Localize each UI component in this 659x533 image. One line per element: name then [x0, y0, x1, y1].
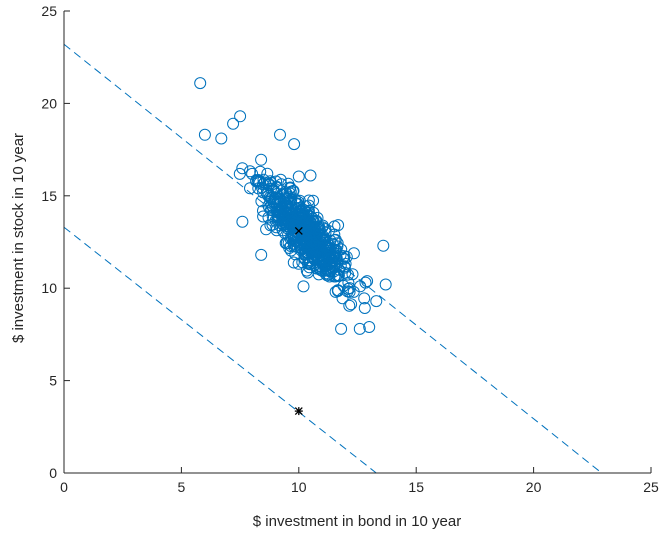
- scatter-point: [284, 232, 297, 245]
- scatter-point: [377, 239, 390, 252]
- scatter-point: [329, 285, 342, 298]
- axes: 0 5 10 15 20 25 0 5 10 15 20 25: [41, 3, 659, 495]
- scatter-point: [363, 321, 376, 333]
- y-tick-label: 15: [41, 188, 57, 204]
- scatter-point: [215, 132, 228, 145]
- star-marker: [294, 407, 303, 416]
- scatter-point: [236, 162, 249, 175]
- scatter-point: [322, 245, 335, 257]
- scatter-point: [338, 260, 351, 273]
- scatter-point: [269, 192, 282, 205]
- scatter-point: [244, 165, 256, 178]
- x-tick-label: 25: [643, 479, 659, 495]
- scatter-point: [266, 218, 279, 231]
- scatter-point: [288, 240, 301, 253]
- scatter-point: [244, 182, 256, 195]
- y-tick-label: 20: [41, 95, 57, 111]
- scatter-point: [262, 211, 275, 224]
- scatter-point: [278, 199, 291, 212]
- scatter-point: [345, 298, 358, 311]
- scatter-point: [331, 237, 344, 250]
- scatter-point: [303, 199, 315, 212]
- x-tick-label: 10: [291, 479, 307, 495]
- x-marker: [294, 226, 303, 235]
- scatter-point: [273, 193, 286, 206]
- dashed-line-2: [63, 226, 377, 474]
- x-tick-label: 15: [408, 479, 424, 495]
- scatter-point: [288, 219, 301, 232]
- scatter-point: [358, 302, 371, 314]
- scatter-point: [370, 295, 383, 308]
- y-tick-label: 10: [41, 280, 57, 296]
- scatter-point: [255, 248, 268, 261]
- scatter-point: [227, 117, 240, 130]
- scatter-point: [255, 153, 268, 166]
- scatter-point: [236, 215, 249, 228]
- scatter-point: [275, 178, 288, 191]
- scatter-point: [354, 280, 367, 293]
- scatter-point: [252, 173, 264, 186]
- scatter-point: [297, 227, 310, 240]
- scatter-point: [342, 268, 354, 281]
- scatter-point: [341, 285, 354, 298]
- scatter-point: [353, 322, 366, 335]
- scatter-point: [292, 170, 305, 183]
- scatter-point: [270, 205, 283, 218]
- scatter-point: [312, 268, 325, 281]
- scatter-point: [287, 256, 300, 269]
- scatter-point: [325, 262, 338, 275]
- scatter-point: [234, 110, 247, 123]
- scatter-point: [358, 292, 371, 305]
- scatter-point: [198, 128, 211, 141]
- y-tick-label: 5: [49, 373, 57, 389]
- plot-area: [63, 43, 603, 474]
- scatter-point: [312, 241, 325, 254]
- scatter-point: [379, 278, 392, 291]
- scatter-point: [302, 194, 315, 207]
- scatter-point: [257, 210, 270, 223]
- x-tick-label: 0: [60, 479, 68, 495]
- scatter-point: [332, 219, 345, 232]
- scatter-point: [322, 242, 335, 254]
- scatter-point: [297, 280, 310, 293]
- scatter-point: [301, 257, 314, 270]
- scatter-point: [340, 250, 353, 263]
- x-tick-label: 5: [178, 479, 186, 495]
- scatter-point: [256, 181, 268, 194]
- scatter-point: [335, 322, 348, 335]
- scatter-point: [300, 236, 313, 249]
- scatter-point: [347, 247, 360, 260]
- scatter-point: [304, 169, 317, 182]
- scatter-point: [292, 227, 305, 240]
- scatter-point: [343, 299, 356, 312]
- y-tick-label: 0: [49, 465, 57, 481]
- y-tick-label: 25: [41, 3, 57, 19]
- scatter-point: [321, 243, 334, 256]
- y-axis-label: $ investment in stock in 10 year: [10, 133, 27, 343]
- scatter-point: [301, 209, 314, 222]
- scatter-point: [274, 128, 286, 141]
- scatter-point: [346, 268, 359, 281]
- scatter-point: [332, 270, 345, 282]
- scatter-point: [300, 264, 313, 277]
- scatter-point: [303, 227, 316, 239]
- scatter-point: [311, 236, 324, 249]
- scatter-point: [288, 138, 301, 151]
- scatter-point: [264, 175, 277, 188]
- x-tick-label: 20: [526, 479, 542, 495]
- scatter-point: [262, 199, 275, 212]
- scatter-point: [311, 211, 324, 224]
- scatter-point: [317, 254, 330, 267]
- scatter-point: [194, 77, 207, 90]
- scatter-point: [322, 225, 335, 237]
- x-axis-label: $ investment in bond in 10 year: [253, 513, 461, 530]
- scatter-point: [327, 265, 340, 278]
- scatter-point: [263, 191, 276, 204]
